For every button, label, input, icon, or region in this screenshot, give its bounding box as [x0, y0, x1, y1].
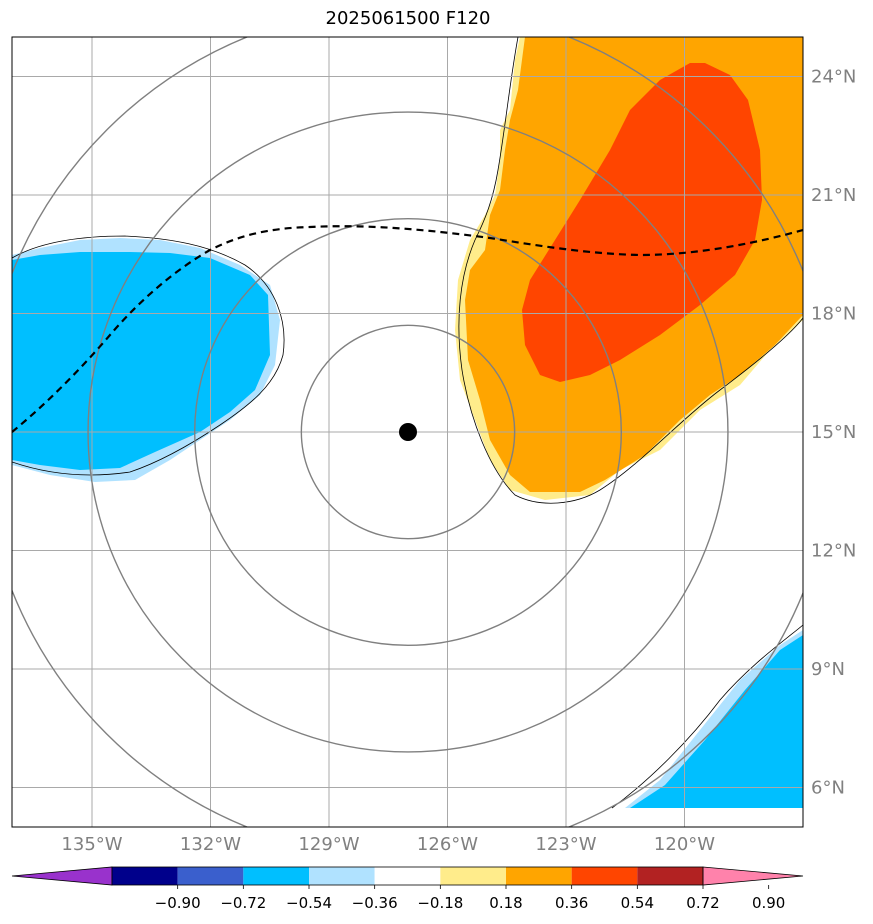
- lon-tick-label: 120°W: [654, 834, 715, 855]
- colorbar: [11, 866, 804, 886]
- colorbar-tick-label: −0.18: [417, 894, 463, 912]
- colorbar-tick-label: 0.36: [555, 894, 588, 912]
- colorbar-frame: [111, 866, 704, 886]
- map-title: 2025061500 F120: [325, 8, 491, 29]
- graticule: [12, 37, 803, 827]
- colorbar-swatch: [637, 867, 703, 885]
- lat-tick-label: 24°N: [811, 67, 856, 88]
- red-orange-region: [522, 63, 762, 382]
- negative-anomaly-west: [12, 238, 280, 482]
- colorbar-swatch: [440, 867, 506, 885]
- lat-tick-label: 12°N: [811, 541, 856, 562]
- lon-tick-label: 126°W: [417, 834, 478, 855]
- positive-anomaly-northeast: [455, 37, 803, 500]
- lon-tick-label: 123°W: [535, 834, 596, 855]
- lat-tick-label: 18°N: [811, 304, 856, 325]
- lon-tick-label: 135°W: [61, 834, 122, 855]
- colorbar-tick-label: 0.18: [489, 894, 522, 912]
- range-ring: [300, 324, 516, 540]
- colorbar-extend-high: [702, 866, 804, 886]
- storm-center-marker: [399, 423, 417, 441]
- map-area: [12, 37, 803, 827]
- lat-tick-label: 21°N: [811, 185, 856, 206]
- colorbar-swatch: [506, 867, 572, 885]
- colorbar-swatch: [177, 867, 244, 885]
- colorbar-swatch: [374, 867, 441, 885]
- contour-line-southeast: [611, 624, 803, 809]
- contour-line-west: [12, 235, 285, 476]
- colorbar-labels: −0.90 −0.72 −0.54 −0.36 −0.18 0.18 0.36 0.54 0.7…: [155, 885, 785, 912]
- blue-region-southeast: [630, 635, 803, 808]
- contour-line-northeast: [458, 37, 803, 504]
- colorbar-swatch: [243, 867, 309, 885]
- colorbar-tick-label: 0.72: [686, 894, 719, 912]
- lon-tick-label: 129°W: [298, 834, 359, 855]
- range-ring: [87, 111, 729, 753]
- colorbar-tick-label: −0.54: [286, 894, 332, 912]
- colorbar-swatch: [112, 867, 178, 885]
- colorbar-swatch: [309, 867, 375, 885]
- lat-tick-label: 15°N: [811, 422, 856, 443]
- colorbar-tick-label: −0.90: [155, 894, 201, 912]
- range-rings: [12, 37, 803, 827]
- colorbar-tick-label: −0.72: [220, 894, 266, 912]
- storm-track-dashed-line: [12, 225, 803, 433]
- colorbar-tick-label: 0.90: [752, 894, 785, 912]
- colorbar-tick-label: −0.36: [352, 894, 398, 912]
- lat-tick-label: 6°N: [811, 778, 845, 799]
- range-ring: [193, 217, 623, 647]
- map-frame: [11, 36, 804, 828]
- colorbar-tick-label: 0.54: [621, 894, 654, 912]
- blue-region-west: [12, 252, 270, 470]
- colorbar-swatch: [571, 867, 638, 885]
- latitude-labels: 6°N 9°N 12°N 15°N 18°N 21°N 24°N: [811, 67, 856, 799]
- colorbar-extend-low: [11, 866, 113, 886]
- lat-tick-label: 9°N: [811, 659, 845, 680]
- lon-tick-label: 132°W: [180, 834, 241, 855]
- longitude-labels: 135°W 132°W 129°W 126°W 123°W 120°W: [61, 834, 715, 855]
